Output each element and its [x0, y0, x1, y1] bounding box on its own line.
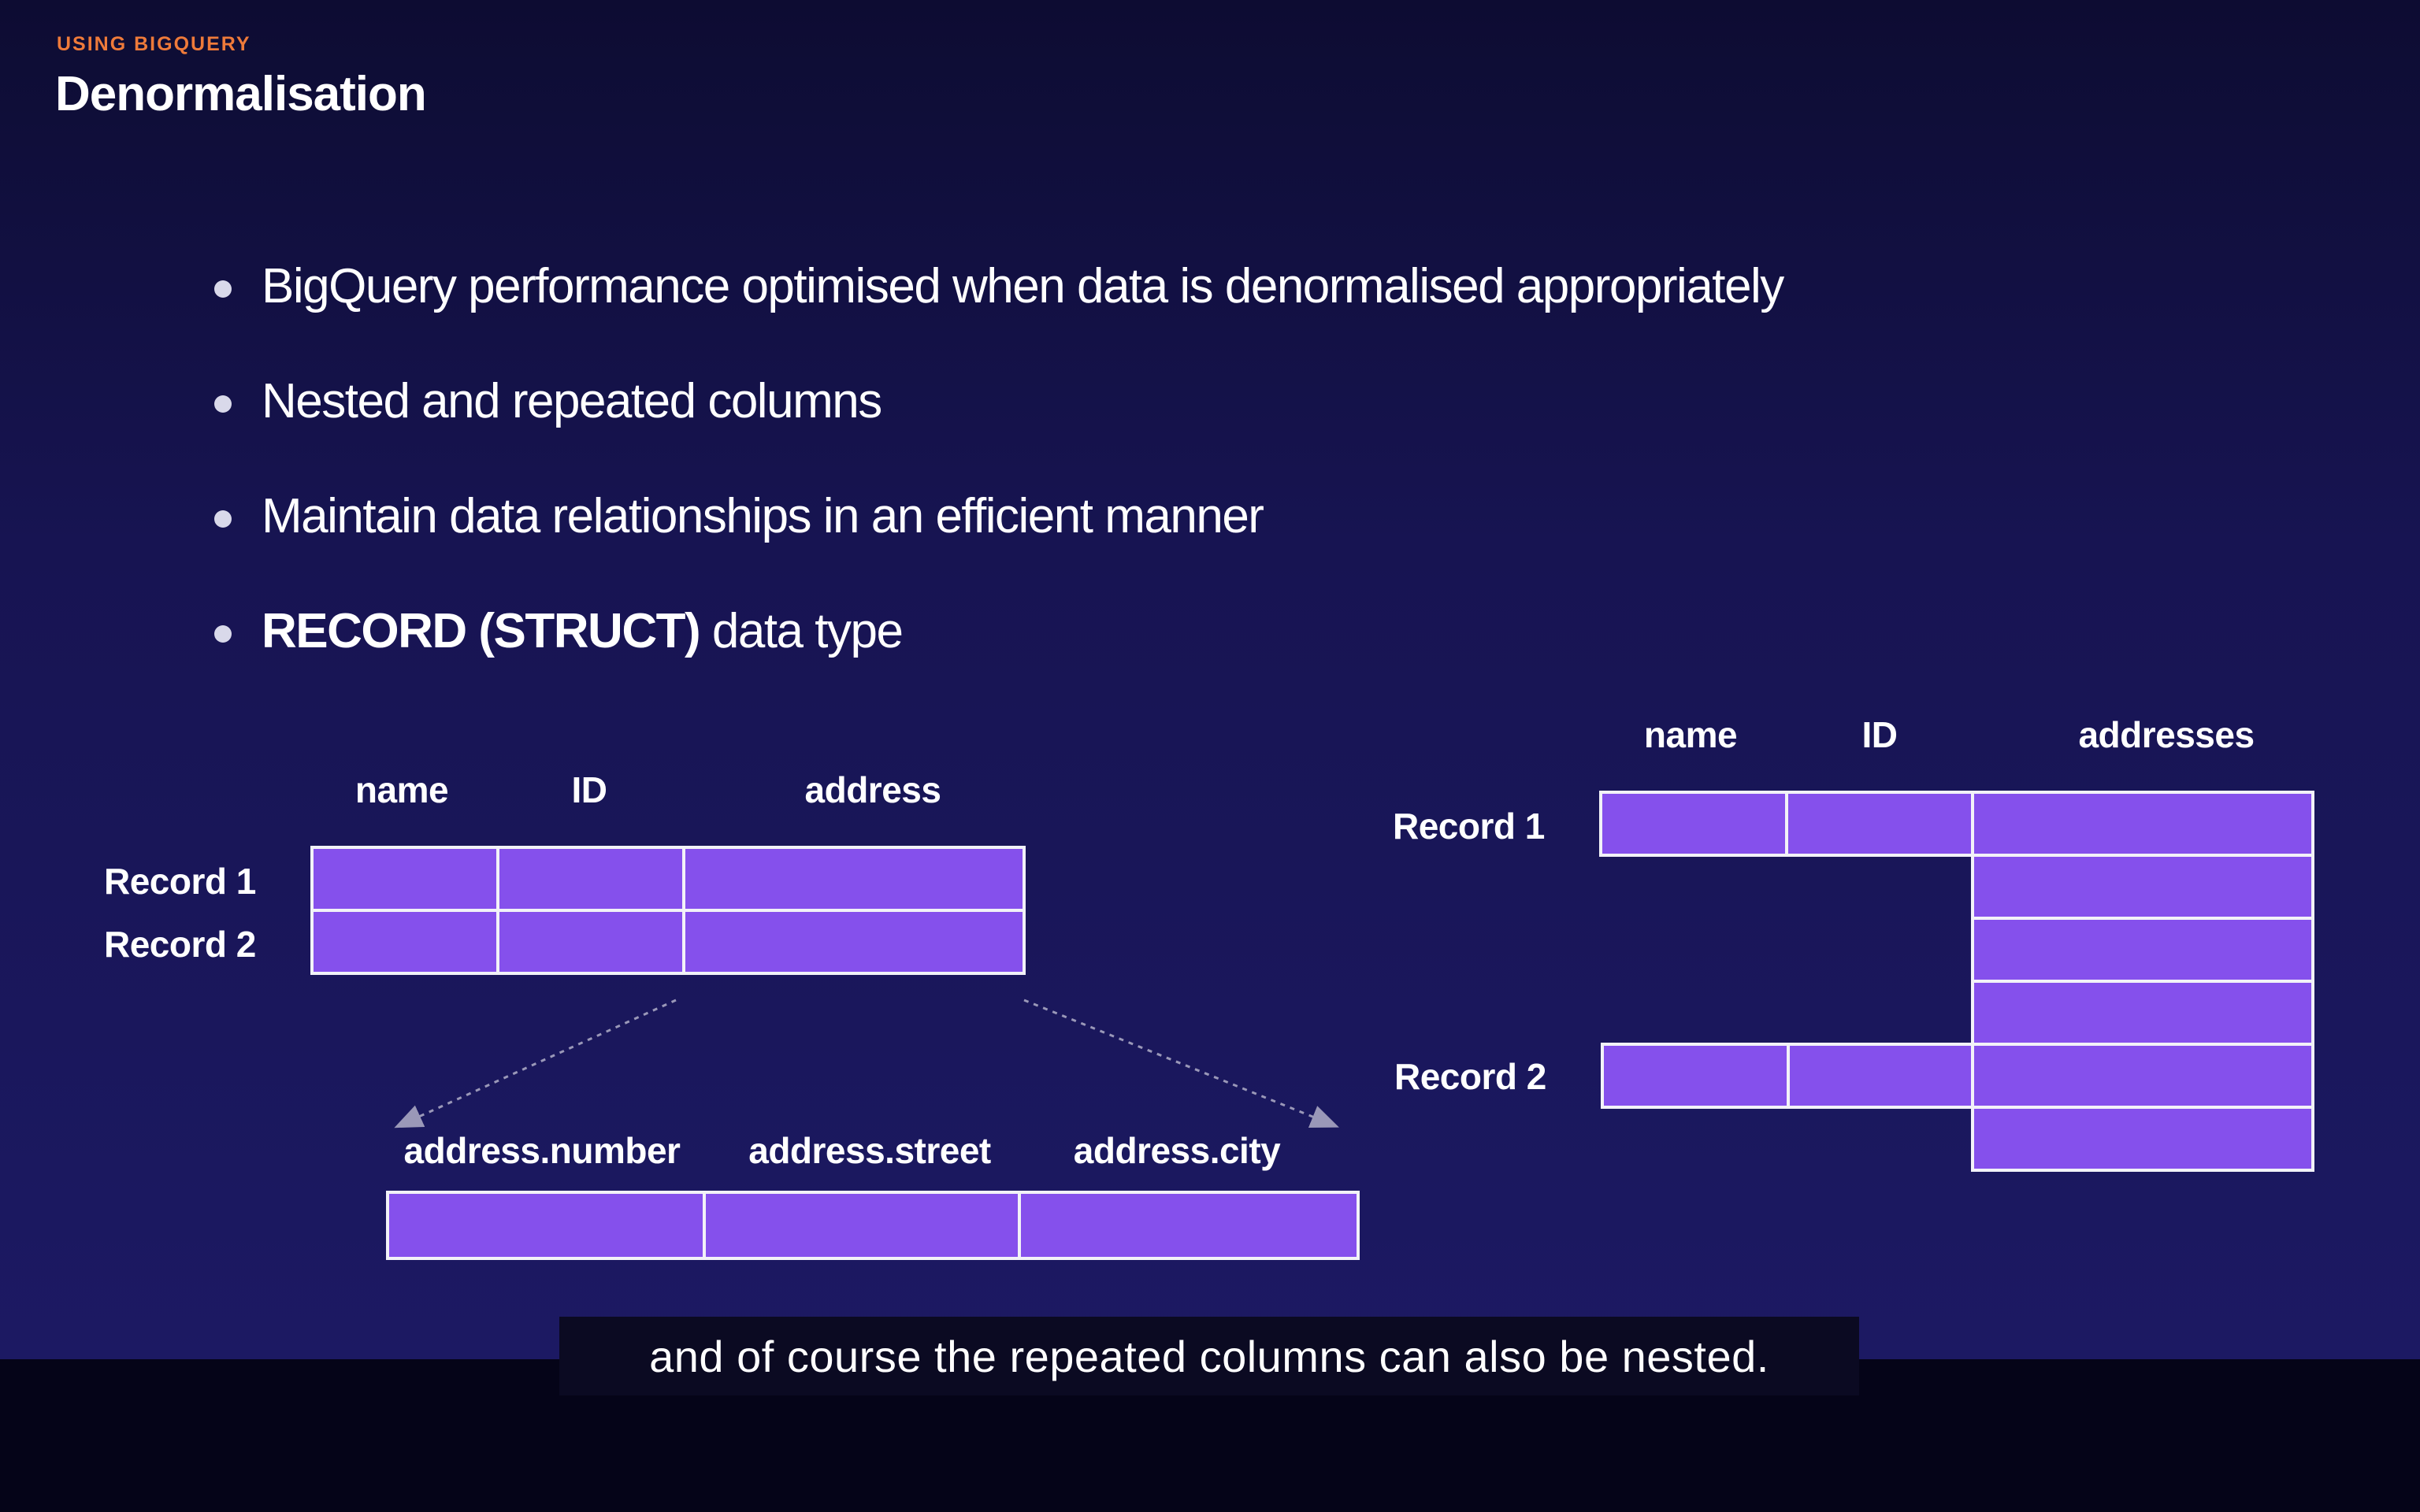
repeated-cell-address [1971, 854, 2314, 920]
repeated-col-id: ID [1861, 714, 1899, 755]
bullet-dot-icon [214, 625, 232, 643]
repeated-cell [1599, 791, 1788, 857]
bullet-dot-icon [214, 395, 232, 413]
struct-cell [310, 909, 499, 975]
expand-arrows [394, 999, 1339, 1128]
arrow-right [1023, 999, 1339, 1128]
bullet-4: RECORD (STRUCT) data type [262, 603, 904, 659]
repeated-row-label-2: Record 2 [1394, 1056, 1546, 1097]
nested-col-number: address.number [403, 1130, 681, 1171]
struct-cell-address [682, 846, 1026, 912]
repeated-col-addresses: addresses [2078, 714, 2255, 755]
repeated-cell-address [1971, 980, 2314, 1046]
repeated-cell-address [1971, 791, 2314, 857]
repeated-col-name: name [1643, 714, 1738, 755]
struct-cell-address [682, 909, 1026, 975]
nested-cell [703, 1191, 1021, 1260]
nested-cell [1018, 1191, 1360, 1260]
slide: USING BIGQUERY Denormalisation BigQuery … [0, 0, 2420, 1359]
repeated-row-label-1: Record 1 [1393, 806, 1545, 847]
nested-col-city: address.city [1073, 1130, 1281, 1171]
arrow-left [394, 999, 677, 1128]
struct-row-label-1: Record 1 [104, 861, 256, 902]
struct-row-label-2: Record 2 [104, 924, 256, 965]
struct-cell [496, 909, 685, 975]
bullet-3: Maintain data relationships in an effici… [262, 489, 1264, 543]
struct-col-name: name [354, 769, 449, 810]
repeated-cell [1787, 1043, 1974, 1109]
nested-col-street: address.street [748, 1130, 991, 1171]
slide-title: Denormalisation [55, 67, 427, 121]
bullet-2: Nested and repeated columns [262, 374, 882, 428]
repeated-cell-address [1971, 917, 2314, 983]
bullet-1: BigQuery performance optimised when data… [262, 259, 1784, 313]
nested-cell [386, 1191, 706, 1260]
subtitle-caption-text: and of course the repeated columns can a… [649, 1331, 1769, 1381]
repeated-cell [1785, 791, 1974, 857]
repeated-cell-address [1971, 1106, 2314, 1172]
subtitle-caption: and of course the repeated columns can a… [559, 1317, 1859, 1395]
repeated-cell [1601, 1043, 1790, 1109]
struct-cell [310, 846, 499, 912]
slide-eyebrow: USING BIGQUERY [57, 33, 251, 55]
bullet-dot-icon [214, 280, 232, 298]
repeated-cell-address [1971, 1043, 2314, 1109]
struct-col-address: address [804, 769, 941, 810]
bullet-4-bold: RECORD (STRUCT) [262, 604, 701, 658]
struct-col-id: ID [571, 769, 608, 810]
bullet-4-rest: data type [700, 604, 904, 658]
bullet-dot-icon [214, 510, 232, 528]
